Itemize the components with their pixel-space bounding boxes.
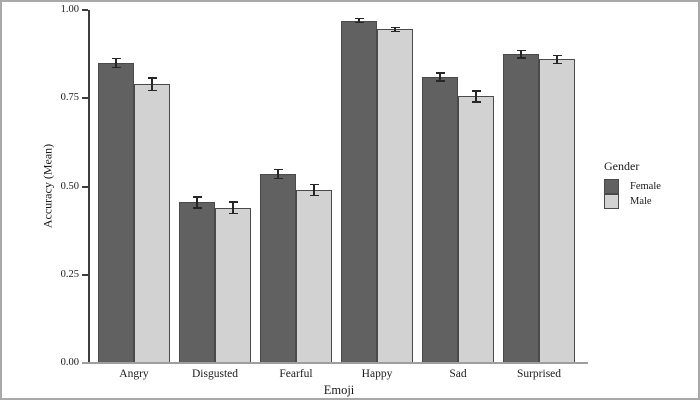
- error-bar-male-sad: [471, 90, 481, 103]
- legend: Gender Female Male: [604, 159, 661, 209]
- error-bar-female-sad: [435, 72, 445, 82]
- x-category-label: Disgusted: [192, 368, 238, 380]
- bar-female-fearful: [260, 174, 296, 363]
- error-bar-female-surprised: [516, 49, 526, 59]
- x-category-label: Sad: [449, 368, 467, 380]
- bar-male-sad: [458, 96, 494, 363]
- y-tick-label: 1.00: [60, 4, 79, 15]
- y-tick-label: 0.75: [60, 92, 79, 104]
- y-axis-tick: [82, 97, 88, 100]
- legend-label-male: Male: [630, 196, 652, 207]
- error-bar-male-surprised: [552, 54, 562, 64]
- bar-male-disgusted: [215, 207, 251, 363]
- x-axis-title: Emoji: [323, 383, 355, 397]
- bar-male-fearful: [296, 190, 332, 363]
- x-category-label: Fearful: [279, 368, 313, 380]
- y-axis-tick: [82, 185, 88, 188]
- error-bar-male-happy: [390, 26, 400, 33]
- bar-male-angry: [134, 84, 170, 363]
- y-axis-line: [88, 10, 90, 363]
- legend-swatch-female: [604, 179, 619, 194]
- bar-female-angry: [98, 62, 134, 363]
- legend-item-female: Female: [604, 179, 661, 194]
- bar-female-surprised: [503, 54, 539, 363]
- legend-swatch-male: [604, 194, 619, 209]
- bar-male-happy: [377, 29, 413, 363]
- legend-items: Female Male: [604, 179, 661, 209]
- legend-item-male: Male: [604, 194, 661, 209]
- x-category-label: Surprised: [516, 368, 562, 380]
- error-bar-female-angry: [111, 57, 121, 69]
- error-bar-male-fearful: [309, 183, 319, 197]
- x-axis-line: [82, 362, 588, 364]
- y-axis-tick: [82, 273, 88, 276]
- error-bar-female-fearful: [273, 168, 283, 180]
- bar-female-happy: [341, 20, 377, 363]
- y-tick-label: 0.00: [60, 357, 79, 368]
- error-bar-male-angry: [147, 77, 157, 92]
- legend-label-female: Female: [630, 181, 661, 192]
- error-bar-female-happy: [354, 17, 364, 24]
- x-category-label: Angry: [119, 368, 149, 380]
- y-axis-tick: [82, 9, 88, 11]
- error-bar-female-disgusted: [192, 196, 202, 209]
- y-tick-label: 0.50: [60, 180, 79, 192]
- bar-male-surprised: [539, 59, 575, 363]
- bar-female-disgusted: [179, 202, 215, 363]
- bar-female-sad: [422, 77, 458, 363]
- y-tick-label: 0.25: [60, 268, 79, 280]
- error-bar-male-disgusted: [228, 201, 238, 215]
- legend-title: Gender: [604, 159, 640, 173]
- x-category-label: Happy: [361, 368, 393, 380]
